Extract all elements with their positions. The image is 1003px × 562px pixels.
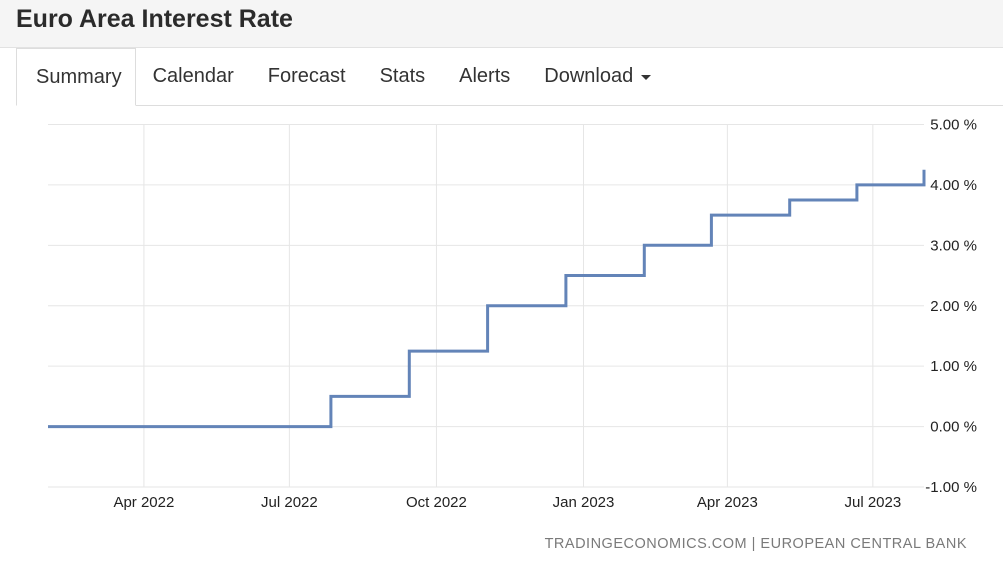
grid-horizontal <box>48 124 924 488</box>
tab-summary[interactable]: Summary <box>16 48 136 106</box>
interest-rate-chart: 5.00 % 4.00 % 3.00 % 2.00 % 1.00 % 0.00 % -1.0… <box>0 106 1003 562</box>
tab-forecast[interactable]: Forecast <box>251 48 363 105</box>
y-tick-label: 2.00 % <box>930 298 977 315</box>
series-layer <box>48 169 926 429</box>
y-tick-label: 0.00 % <box>930 419 977 436</box>
x-tick-label: Jul 2023 <box>844 494 901 511</box>
x-tick-label: Jan 2023 <box>553 494 615 511</box>
tab-alerts-label: Alerts <box>459 65 511 87</box>
y-tick-label: 1.00 % <box>930 358 977 375</box>
tab-calendar-label: Calendar <box>152 65 234 87</box>
tab-summary-label: Summary <box>36 65 122 88</box>
y-tick-label: 4.00 % <box>930 177 977 194</box>
page-title: Euro Area Interest Rate <box>16 5 293 33</box>
y-tick-label: 5.00 % <box>930 117 977 134</box>
tab-bar: Summary Calendar Forecast Stats Alerts D… <box>16 48 1003 106</box>
tab-forecast-label: Forecast <box>267 65 346 87</box>
tab-stats[interactable]: Stats <box>363 48 443 105</box>
tab-stats-label: Stats <box>379 65 426 87</box>
y-axis-labels: 5.00 % 4.00 % 3.00 % 2.00 % 1.00 % 0.00 % -1.0… <box>925 117 977 497</box>
x-axis-labels: Apr 2022 Jul 2022 Oct 2022 Jan 2023 Apr 2023… <box>113 494 901 511</box>
tab-download-label: Download <box>544 65 634 87</box>
tab-download[interactable]: Download <box>527 48 668 105</box>
caret-down-icon <box>641 75 652 80</box>
x-tick-label: Apr 2023 <box>697 494 758 511</box>
y-tick-label: 3.00 % <box>930 237 977 254</box>
x-tick-label: Jul 2022 <box>261 494 318 511</box>
x-tick-label: Apr 2022 <box>113 494 174 511</box>
x-tick-label: Oct 2022 <box>406 494 467 511</box>
y-tick-label: -1.00 % <box>925 479 977 496</box>
source-credit: TRADINGECONOMICS.COM | EUROPEAN CENTRAL … <box>544 536 967 552</box>
series-line-interest-rate <box>48 169 926 429</box>
title-bar: Euro Area Interest Rate <box>0 0 1003 48</box>
chart-svg: 5.00 % 4.00 % 3.00 % 2.00 % 1.00 % 0.00 % -1.0… <box>48 117 977 511</box>
tab-alerts[interactable]: Alerts <box>442 48 527 105</box>
tab-calendar[interactable]: Calendar <box>136 48 251 105</box>
